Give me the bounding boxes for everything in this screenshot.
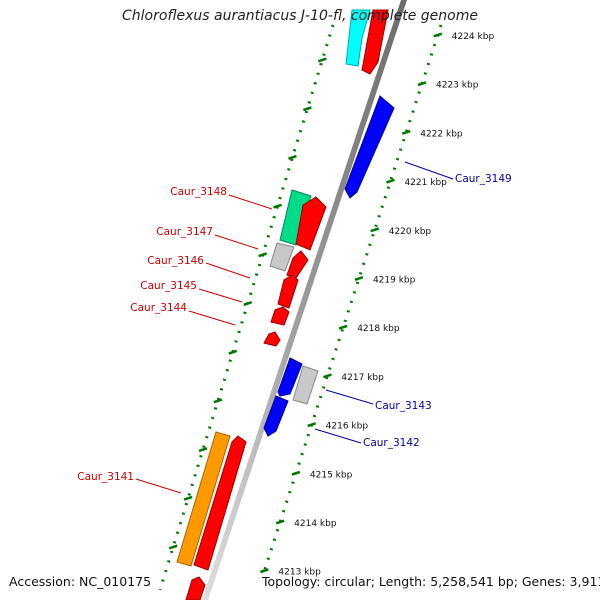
gene-caur-3144[interactable] [263, 331, 281, 347]
inner-major-tick [302, 106, 312, 112]
outer-major-tick [386, 178, 395, 184]
scale-tick-label: 4224 kbp [452, 32, 495, 42]
scale-tick-label: 4222 kbp [420, 129, 463, 139]
leader-caur-3146 [205, 262, 251, 279]
leader-caur-3141 [135, 478, 182, 494]
inner-major-tick [273, 203, 282, 209]
outer-major-tick [338, 324, 348, 330]
inner-major-tick [168, 544, 178, 550]
label-caur-3146[interactable]: Caur_3146 [147, 255, 204, 267]
inner-major-tick [183, 495, 193, 501]
gene-caur-3142[interactable] [263, 395, 289, 437]
leader-caur-3149 [404, 161, 454, 180]
gene-red-bottom[interactable] [185, 576, 206, 600]
label-caur-3148[interactable]: Caur_3148 [170, 186, 227, 198]
inner-major-tick [243, 301, 253, 306]
outer-major-tick [291, 470, 301, 476]
inner-major-tick [228, 349, 238, 355]
outer-major-tick [401, 129, 411, 135]
topology-text: Topology: circular; Length: 5,258,541 bp… [262, 574, 600, 589]
page-title: Chloroflexus aurantiacus J-10-fl, comple… [122, 8, 478, 24]
scale-tick-label: 4220 kbp [389, 227, 432, 237]
gene-red-3148b[interactable] [295, 196, 327, 251]
outer-tick-track [261, 24, 443, 576]
gene-caur-3141[interactable] [176, 431, 231, 567]
gene-caur-3148[interactable] [279, 189, 312, 246]
leader-caur-3144 [188, 310, 236, 326]
gene-cyan-top[interactable] [345, 9, 371, 67]
scale-tick-label: 4214 kbp [294, 519, 337, 529]
inner-major-tick [258, 252, 268, 258]
gene-red-3141b[interactable] [193, 435, 247, 571]
label-caur-3143[interactable]: Caur_3143 [375, 400, 432, 412]
gene-red-top[interactable] [361, 9, 389, 75]
gene-caur-3147[interactable] [269, 242, 295, 272]
leader-caur-3148 [228, 194, 273, 210]
label-caur-3145[interactable]: Caur_3145 [140, 280, 197, 292]
inner-major-tick [198, 447, 208, 453]
gene-caur-3143[interactable] [292, 365, 319, 405]
genome-backbone [202, 0, 407, 600]
outer-major-tick [323, 373, 332, 379]
leader-caur-3143 [325, 389, 374, 405]
scale-tick-label: 4219 kbp [373, 276, 416, 286]
outer-major-tick [307, 422, 317, 428]
label-caur-3149[interactable]: Caur_3149 [455, 173, 512, 185]
leader-caur-3142 [314, 428, 362, 444]
outer-major-tick [370, 227, 380, 233]
scale-tick-label: 4223 kbp [436, 81, 479, 91]
scale-tick-label: 4218 kbp [357, 324, 400, 334]
scale-tick-label: 4217 kbp [341, 373, 384, 383]
label-caur-3141[interactable]: Caur_3141 [77, 471, 134, 483]
outer-major-tick [275, 519, 285, 525]
leader-caur-3147 [214, 234, 259, 250]
label-caur-3147[interactable]: Caur_3147 [156, 226, 213, 238]
gene-red-3147b[interactable] [286, 250, 309, 279]
outer-major-tick [260, 568, 269, 574]
gene-blue-3143a[interactable] [277, 357, 303, 397]
gene-caur-3145[interactable] [270, 306, 290, 326]
inner-major-tick [317, 57, 327, 63]
outer-major-tick [354, 276, 364, 281]
outer-major-tick [417, 81, 427, 87]
scale-tick-label: 4216 kbp [326, 422, 369, 432]
scale-tick-label: 4215 kbp [310, 470, 353, 480]
accession-text: Accession: NC_010175 [9, 574, 152, 589]
gene-caur-3146[interactable] [277, 274, 299, 309]
label-caur-3144[interactable]: Caur_3144 [130, 302, 187, 314]
outer-major-tick [433, 32, 443, 38]
inner-major-tick [213, 398, 223, 404]
scale-tick-label: 4213 kbp [278, 568, 321, 578]
inner-major-tick [288, 154, 297, 160]
scale-tick-label: 4221 kbp [404, 178, 447, 188]
label-caur-3142[interactable]: Caur_3142 [363, 437, 420, 449]
gene-caur-3149[interactable] [344, 95, 395, 199]
leader-caur-3145 [198, 288, 243, 303]
